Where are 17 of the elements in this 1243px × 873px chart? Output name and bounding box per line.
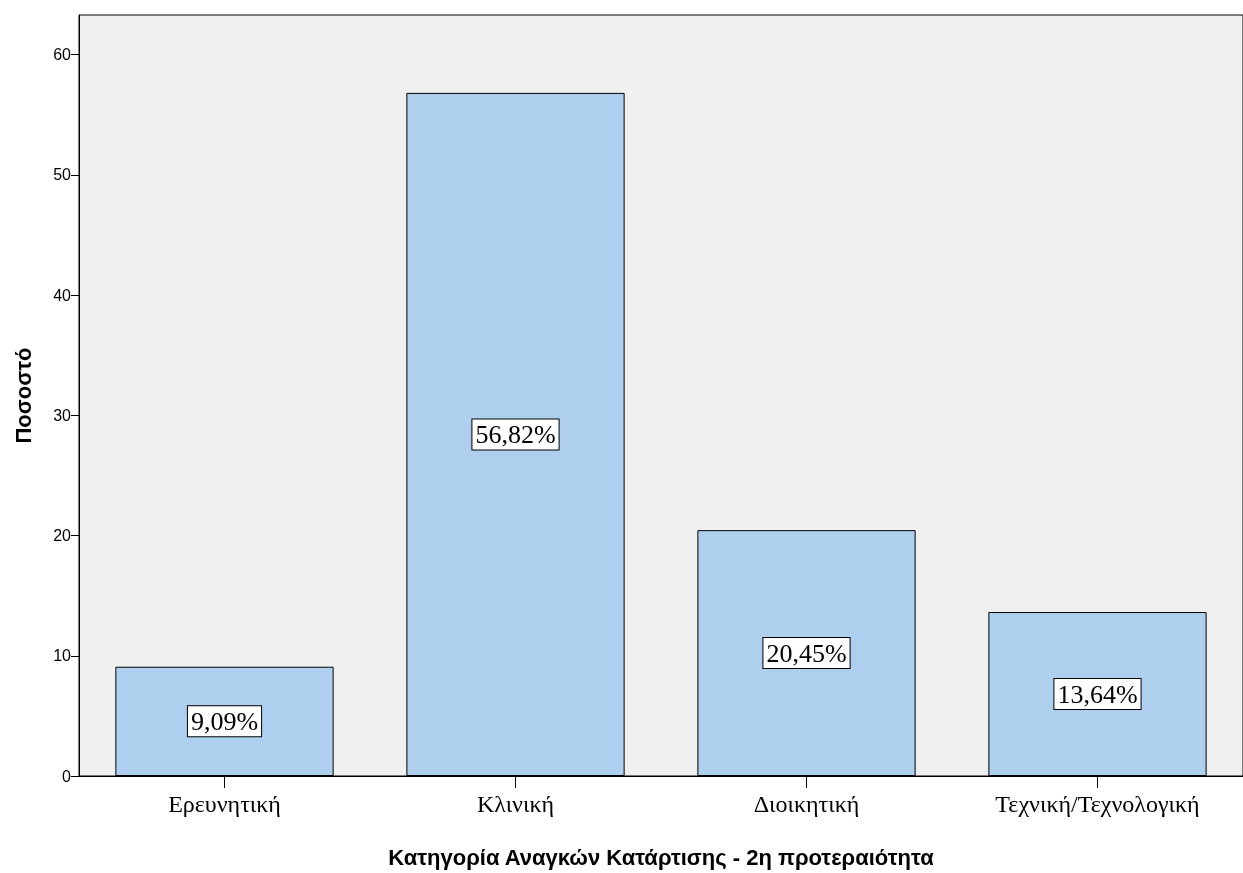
x-tick-label: Διοικητική [753, 791, 860, 817]
x-axis-title: Κατηγορία Αναγκών Κατάρτισης - 2η προτεραιότητα [388, 844, 935, 870]
y-tick-label: 10 [53, 647, 72, 665]
y-tick-label: 30 [53, 406, 72, 424]
data-label: 20,45% [766, 638, 847, 668]
y-tick-label: 20 [53, 527, 72, 545]
y-axis-title: Ποσοστό [10, 347, 36, 444]
y-tick-label: 60 [53, 46, 72, 64]
y-tick-label: 0 [62, 767, 72, 785]
x-tick-label: Ερευνητική [168, 791, 281, 817]
x-tick-label: Τεχνική/Τεχνολογική [995, 791, 1200, 817]
data-label: 9,09% [190, 706, 259, 736]
data-label: 13,64% [1057, 679, 1138, 709]
y-tick-label: 50 [53, 166, 72, 184]
y-tick-label: 40 [53, 286, 72, 304]
x-tick-label: Κλινική [476, 791, 555, 817]
data-label: 56,82% [475, 419, 556, 449]
